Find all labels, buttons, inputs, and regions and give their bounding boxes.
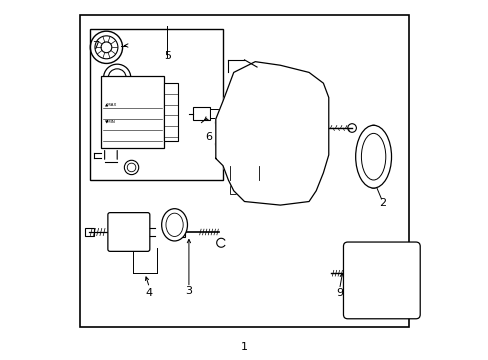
Bar: [142, 214, 147, 221]
Text: 8: 8: [353, 261, 360, 271]
Ellipse shape: [355, 125, 391, 188]
Bar: [192, 107, 210, 120]
Text: 3: 3: [185, 286, 192, 296]
Text: 2: 2: [378, 198, 386, 208]
Text: 4: 4: [145, 288, 153, 298]
FancyBboxPatch shape: [343, 242, 419, 319]
FancyBboxPatch shape: [108, 213, 149, 251]
Text: 6: 6: [205, 132, 212, 142]
Bar: [101, 76, 163, 148]
Bar: [85, 228, 94, 236]
Bar: [349, 269, 360, 278]
Ellipse shape: [162, 209, 187, 241]
Polygon shape: [215, 62, 328, 205]
Circle shape: [347, 124, 356, 132]
Bar: [90, 30, 223, 180]
Text: ▼MIN: ▼MIN: [104, 119, 115, 123]
Text: 9: 9: [335, 288, 343, 298]
Text: 7: 7: [92, 41, 99, 50]
Text: 5: 5: [163, 51, 170, 61]
Text: 1: 1: [241, 342, 247, 352]
Text: ▲MAX: ▲MAX: [104, 103, 117, 107]
Bar: [80, 15, 408, 327]
Bar: [163, 83, 178, 140]
Bar: [174, 226, 184, 237]
Bar: [230, 180, 258, 194]
Bar: [210, 109, 219, 118]
